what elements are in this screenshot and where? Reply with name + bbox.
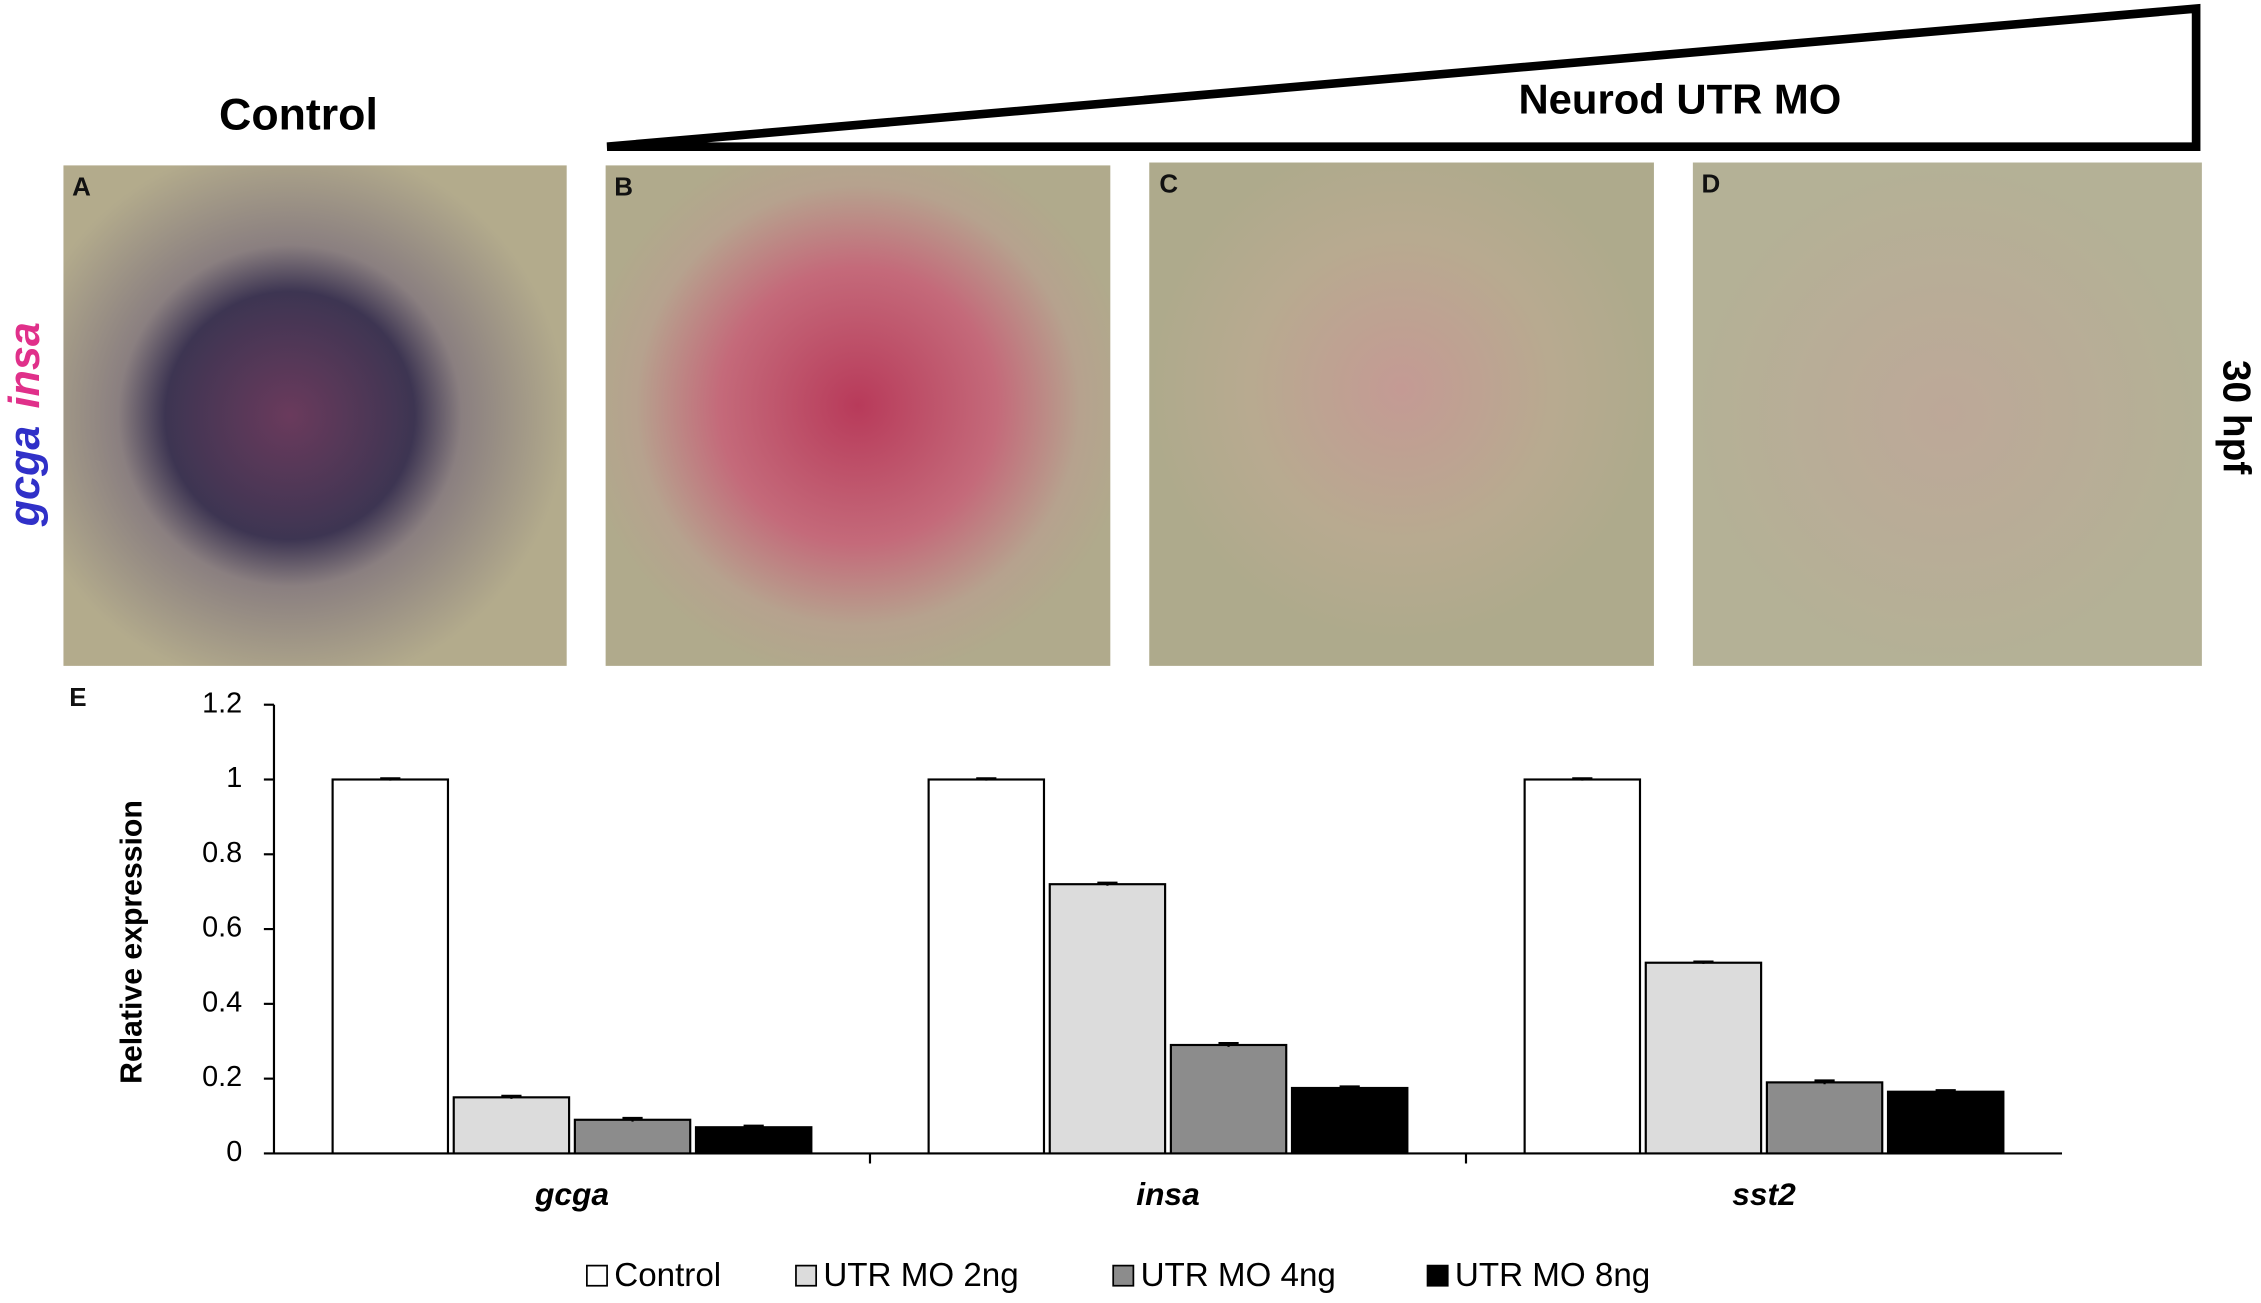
panel-label: A	[72, 174, 91, 202]
bar	[694, 1126, 813, 1155]
control-title: Control	[219, 90, 378, 139]
bar	[1169, 1043, 1288, 1155]
treatment-title: Neurod UTR MO	[1518, 76, 1841, 123]
error-bar	[1814, 1079, 1835, 1085]
y-tick-label: 0.2	[202, 1061, 242, 1093]
x-tick-label: sst2	[1732, 1176, 1796, 1212]
panel-label: C	[1159, 171, 1178, 199]
legend-label: UTR MO 4ng	[1141, 1257, 1336, 1294]
error-bar	[1935, 1089, 1956, 1094]
bar	[573, 1118, 692, 1155]
legend-swatch	[586, 1264, 608, 1287]
bar	[452, 1096, 571, 1155]
error-bar	[743, 1124, 764, 1129]
y-axis-title: Relative expression	[115, 800, 148, 1084]
error-bar	[1693, 960, 1714, 964]
legend-label: UTR MO 2ng	[823, 1257, 1018, 1294]
dose-wedge	[606, 3, 2201, 152]
panel-label: B	[614, 174, 633, 202]
panel-label: E	[69, 684, 86, 712]
panel-label: D	[1702, 171, 1721, 199]
error-bar	[1097, 881, 1118, 886]
error-bar	[1339, 1085, 1360, 1090]
error-bar	[976, 777, 997, 781]
micrograph	[1149, 162, 1654, 666]
bar	[1290, 1086, 1409, 1155]
bar	[1644, 961, 1763, 1155]
error-bar	[380, 777, 401, 781]
bar	[927, 778, 1046, 1155]
legend-swatch	[1426, 1264, 1449, 1287]
y-tick-label: 0.4	[202, 986, 242, 1018]
micrograph	[63, 165, 567, 666]
stain-label: gcga	[1, 426, 49, 528]
error-bar	[501, 1094, 522, 1099]
x-tick-label: insa	[1136, 1176, 1199, 1212]
error-bar	[1572, 777, 1593, 781]
bar	[1048, 883, 1167, 1155]
micrograph	[1692, 162, 2202, 666]
y-tick-label: 0	[226, 1136, 242, 1168]
x-tick-label: gcga	[534, 1176, 609, 1212]
stage-label: 30 hpf	[2214, 360, 2257, 475]
bar	[1765, 1081, 1884, 1155]
error-bar	[622, 1116, 643, 1122]
y-tick-label: 0.6	[202, 912, 242, 944]
legend-swatch	[1112, 1264, 1135, 1287]
y-tick-label: 0.8	[202, 837, 242, 869]
stain-label: insa	[1, 322, 49, 408]
legend-label: Control	[614, 1257, 721, 1294]
error-bar	[1218, 1042, 1239, 1047]
micrograph	[605, 165, 1111, 666]
bar	[1886, 1090, 2005, 1155]
bar	[331, 778, 450, 1155]
legend-swatch	[795, 1264, 818, 1287]
legend-label: UTR MO 8ng	[1455, 1257, 1650, 1294]
bar	[1523, 778, 1642, 1155]
y-tick-label: 1	[226, 762, 242, 794]
y-tick-label: 1.2	[202, 687, 242, 719]
